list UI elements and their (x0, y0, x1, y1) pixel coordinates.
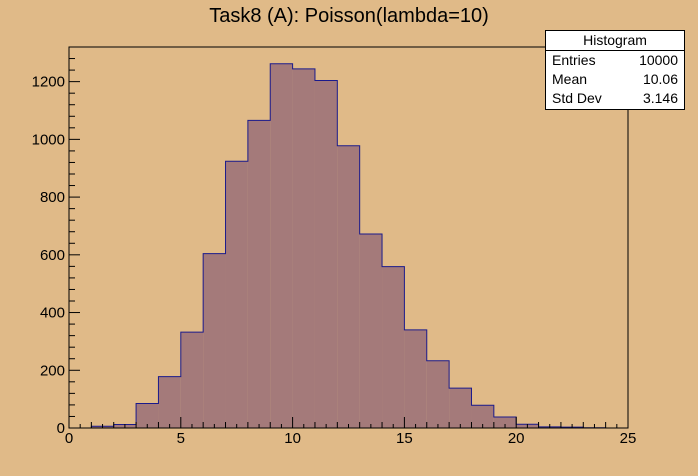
histogram-bar (426, 360, 450, 428)
x-tick-label: 10 (284, 430, 301, 447)
stats-entries-label: Entries (552, 52, 596, 68)
stats-stddev-label: Std Dev (552, 90, 602, 106)
stats-row-mean: Mean 10.06 (546, 70, 684, 89)
x-tick-label: 0 (65, 430, 73, 447)
y-tick-label: 600 (40, 247, 65, 264)
histogram-bar (359, 234, 383, 428)
histogram-bar (203, 253, 226, 428)
histogram-bar (449, 388, 472, 428)
y-axis-ticks: 0 200 400 600 800 1000 1200 (32, 46, 80, 437)
stats-mean-label: Mean (552, 71, 588, 87)
histogram-bar (314, 80, 338, 429)
histogram-bar (136, 403, 159, 428)
x-axis-ticks: 0 5 10 15 20 25 (65, 417, 637, 447)
y-tick-label: 400 (40, 305, 65, 322)
histogram-bar (404, 329, 427, 428)
stats-row-entries: Entries 10000 (546, 51, 684, 70)
stats-box: Histogram Entries 10000 Mean 10.06 Std D… (545, 30, 685, 110)
x-tick-label: 15 (396, 430, 413, 447)
stats-entries-value: 10000 (639, 52, 678, 68)
histogram-bar (337, 145, 360, 429)
histogram-bar (382, 266, 405, 428)
y-tick-label: 800 (40, 189, 65, 206)
x-tick-label: 5 (177, 430, 185, 447)
x-tick-label: 20 (508, 430, 525, 447)
y-tick-label: 0 (57, 420, 65, 437)
histogram-bar (180, 332, 204, 428)
stats-mean-value: 10.06 (642, 71, 678, 87)
stats-row-stddev: Std Dev 3.146 (546, 89, 684, 108)
histogram-bar (158, 376, 181, 428)
y-tick-label: 1200 (32, 74, 65, 91)
histogram-bar (292, 68, 315, 428)
histogram-bar (471, 405, 494, 428)
histogram-bar (270, 63, 293, 429)
histogram-bars (91, 63, 606, 429)
histogram-bar (493, 417, 517, 428)
stats-box-title: Histogram (546, 31, 684, 51)
stats-stddev-value: 3.146 (642, 90, 678, 106)
y-tick-label: 200 (40, 362, 65, 379)
y-tick-label: 1000 (32, 131, 65, 148)
histogram-bar (247, 120, 271, 429)
chart-title: Task8 (A): Poisson(lambda=10) (209, 5, 489, 27)
histogram-bar (225, 161, 248, 429)
histogram-outline (69, 63, 628, 429)
x-tick-label: 25 (620, 430, 637, 447)
